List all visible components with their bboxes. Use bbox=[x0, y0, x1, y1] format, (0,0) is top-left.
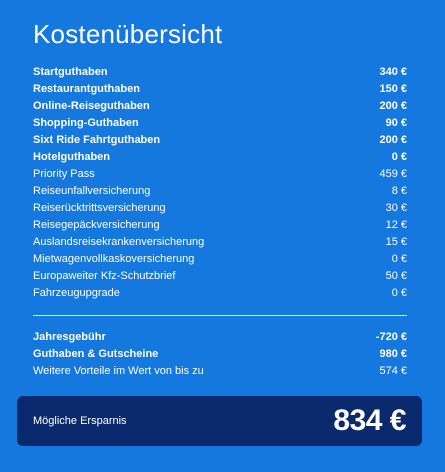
benefit-row: Priority Pass 459 € bbox=[33, 166, 407, 183]
benefit-value: 12 € bbox=[385, 219, 407, 231]
panel-title: Kostenübersicht bbox=[33, 19, 223, 49]
benefit-label: Mietwagenvollkaskoversicherung bbox=[33, 253, 195, 265]
total-label: Jahresgebühr bbox=[33, 331, 106, 343]
benefit-row: Europaweiter Kfz-Schutzbrief 50 € bbox=[33, 268, 407, 285]
benefit-label: Shopping-Guthaben bbox=[33, 117, 139, 129]
benefit-label: Startguthaben bbox=[33, 66, 108, 78]
benefit-value: 200 € bbox=[379, 134, 407, 146]
total-row: Jahresgebühr -720 € bbox=[33, 329, 407, 346]
savings-box: Mögliche Ersparnis 834 € bbox=[17, 396, 422, 446]
benefit-row: Fahrzeugupgrade 0 € bbox=[33, 285, 407, 302]
benefit-label: Reiseunfallversicherung bbox=[33, 185, 151, 197]
benefit-value: 150 € bbox=[379, 83, 407, 95]
benefit-list: Startguthaben 340 € Restaurantguthaben 1… bbox=[33, 64, 407, 302]
benefit-value: 50 € bbox=[385, 270, 407, 282]
benefit-row: Shopping-Guthaben 90 € bbox=[33, 115, 407, 132]
benefit-label: Priority Pass bbox=[33, 168, 95, 180]
benefit-label: Reisegepäckversicherung bbox=[33, 219, 160, 231]
section-divider bbox=[33, 315, 407, 316]
benefit-value: 200 € bbox=[379, 100, 407, 112]
savings-label: Mögliche Ersparnis bbox=[33, 415, 127, 427]
benefit-row: Reiseunfallversicherung 8 € bbox=[33, 183, 407, 200]
benefit-label: Reiserücktrittsversicherung bbox=[33, 202, 166, 214]
benefit-row: Startguthaben 340 € bbox=[33, 64, 407, 81]
benefit-row: Reisegepäckversicherung 12 € bbox=[33, 217, 407, 234]
total-label: Guthaben & Gutscheine bbox=[33, 348, 159, 360]
benefit-value: 0 € bbox=[391, 287, 407, 299]
totals-list: Jahresgebühr -720 € Guthaben & Gutschein… bbox=[33, 329, 407, 380]
benefit-value: 15 € bbox=[385, 236, 407, 248]
benefit-label: Restaurantguthaben bbox=[33, 83, 140, 95]
benefit-row: Online-Reiseguthaben 200 € bbox=[33, 98, 407, 115]
benefit-value: 8 € bbox=[391, 185, 407, 197]
benefit-row: Reiserücktrittsversicherung 30 € bbox=[33, 200, 407, 217]
total-label: Weitere Vorteile im Wert von bis zu bbox=[33, 365, 204, 377]
benefit-value: 0 € bbox=[391, 253, 407, 265]
benefit-label: Hotelguthaben bbox=[33, 151, 110, 163]
total-value: -720 € bbox=[375, 331, 407, 343]
benefit-label: Sixt Ride Fahrtguthaben bbox=[33, 134, 161, 146]
benefit-value: 459 € bbox=[379, 168, 407, 180]
savings-value: 834 € bbox=[333, 404, 406, 437]
benefit-row: Auslandsreisekrankenversicherung 15 € bbox=[33, 234, 407, 251]
total-row: Weitere Vorteile im Wert von bis zu 574 … bbox=[33, 363, 407, 380]
total-row: Guthaben & Gutscheine 980 € bbox=[33, 346, 407, 363]
benefit-value: 90 € bbox=[385, 117, 407, 129]
benefit-row: Hotelguthaben 0 € bbox=[33, 149, 407, 166]
benefit-row: Sixt Ride Fahrtguthaben 200 € bbox=[33, 132, 407, 149]
benefit-value: 0 € bbox=[391, 151, 407, 163]
total-value: 574 € bbox=[379, 365, 407, 377]
benefit-label: Auslandsreisekrankenversicherung bbox=[33, 236, 205, 248]
benefit-label: Fahrzeugupgrade bbox=[33, 287, 120, 299]
benefit-label: Europaweiter Kfz-Schutzbrief bbox=[33, 270, 176, 282]
benefit-label: Online-Reiseguthaben bbox=[33, 100, 150, 112]
total-value: 980 € bbox=[379, 348, 407, 360]
benefit-value: 30 € bbox=[385, 202, 407, 214]
benefit-value: 340 € bbox=[379, 66, 407, 78]
benefit-row: Restaurantguthaben 150 € bbox=[33, 81, 407, 98]
benefit-row: Mietwagenvollkaskoversicherung 0 € bbox=[33, 251, 407, 268]
